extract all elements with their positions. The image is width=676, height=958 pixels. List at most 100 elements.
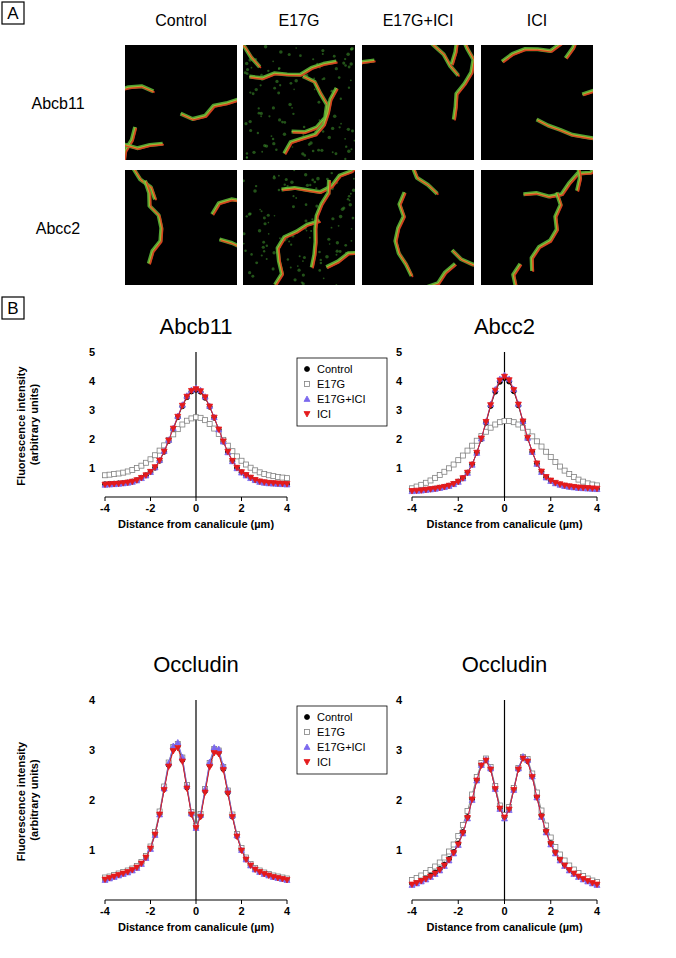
data-point: [478, 436, 484, 441]
y-axis-label: Fluorescence intensity (arbitrary units): [15, 363, 40, 485]
data-point: [446, 483, 452, 488]
legend-marker: [304, 396, 310, 401]
data-point: [198, 815, 204, 820]
speckle: [288, 240, 290, 242]
data-point: [148, 846, 153, 851]
series-line: [412, 758, 597, 884]
legend-label: E17G: [317, 726, 345, 738]
data-point: [157, 457, 163, 462]
canalicule-red: [397, 193, 413, 277]
data-point: [239, 848, 244, 853]
speckle: [284, 121, 287, 124]
speckle: [253, 189, 257, 193]
speckle: [260, 84, 262, 86]
data-point: [134, 865, 140, 870]
speckle: [278, 68, 280, 70]
data-point: [529, 775, 535, 780]
speckle: [349, 203, 352, 206]
y-axis-label-line: Fluorescence intensity: [15, 739, 27, 861]
speckle: [272, 106, 275, 109]
data-point: [539, 814, 545, 819]
speckle: [279, 84, 281, 86]
speckle: [333, 55, 336, 58]
speckle: [308, 159, 310, 160]
data-point: [595, 486, 600, 491]
canalicule-yellow: [125, 144, 163, 160]
speckle: [260, 115, 262, 117]
speckle: [344, 158, 346, 160]
data-point: [516, 767, 521, 772]
y-axis-label: Fluorescence intensity (arbitrary units): [15, 739, 40, 861]
canalicule-red: [285, 89, 337, 155]
data-point: [220, 439, 226, 444]
chart-title: Occludin: [153, 652, 239, 677]
y-axis-label-line: (arbitrary units): [28, 759, 40, 841]
data-point: [243, 857, 249, 862]
data-point: [474, 778, 479, 783]
legend: ControlE17GE17G+ICIICI: [297, 358, 387, 426]
canalicule-green: [452, 45, 474, 64]
data-point: [534, 461, 540, 466]
micrograph: [243, 45, 355, 160]
speckle: [273, 87, 276, 90]
data-point: [161, 449, 167, 454]
speckle: [318, 251, 321, 254]
data-point: [225, 449, 231, 454]
data-point: [488, 767, 493, 772]
speckle: [272, 60, 274, 62]
micrograph: [362, 170, 474, 285]
data-point: [216, 427, 221, 432]
data-point: [543, 830, 549, 835]
data-point: [492, 786, 498, 791]
speckle: [252, 92, 255, 95]
series-line: [412, 421, 597, 488]
column-label: ICI: [527, 12, 547, 29]
speckle: [274, 215, 276, 217]
data-point: [284, 877, 290, 882]
chart: Occludin-4-20241234Distance from canalic…: [396, 652, 601, 933]
data-point: [493, 786, 498, 791]
y-tick-label: 4: [396, 694, 403, 706]
data-point: [229, 815, 235, 820]
data-point: [107, 876, 113, 881]
speckle: [285, 178, 288, 181]
y-tick-label: 1: [396, 844, 402, 856]
data-point: [543, 830, 549, 835]
speckle: [336, 250, 339, 253]
data-point: [184, 394, 190, 399]
speckle: [249, 129, 252, 132]
x-tick-label: 4: [284, 905, 291, 917]
speckle: [312, 58, 314, 60]
speckle: [248, 213, 251, 216]
speckle: [266, 245, 268, 247]
speckle: [261, 254, 263, 256]
x-tick: [105, 900, 106, 904]
speckle: [250, 253, 253, 256]
x-tick-label: -2: [146, 502, 156, 514]
data-point: [553, 481, 558, 486]
speckle: [339, 250, 342, 253]
data-point: [202, 790, 208, 795]
speckle: [302, 282, 305, 285]
legend-marker: [305, 382, 310, 387]
data-point: [455, 479, 461, 484]
data-point: [409, 882, 415, 887]
y-tick-label: 4: [89, 694, 96, 706]
speckle: [246, 68, 249, 71]
canalicule-red: [125, 87, 155, 131]
x-tick-label: -4: [100, 905, 111, 917]
micrograph: [125, 170, 237, 285]
data-point: [470, 443, 475, 448]
y-tick-label: 5: [89, 346, 95, 358]
canalicule-red: [538, 170, 581, 192]
speckle: [290, 243, 292, 245]
speckle: [258, 107, 260, 109]
x-axis-label: Distance from canalicule (µm): [118, 921, 274, 933]
speckle: [317, 101, 320, 104]
canalicule-yellow: [292, 76, 327, 132]
data-point: [157, 812, 163, 817]
data-point: [134, 478, 140, 483]
canalicule-green: [125, 86, 153, 130]
micrograph: [481, 170, 593, 285]
micrograph-bg: [481, 45, 593, 160]
